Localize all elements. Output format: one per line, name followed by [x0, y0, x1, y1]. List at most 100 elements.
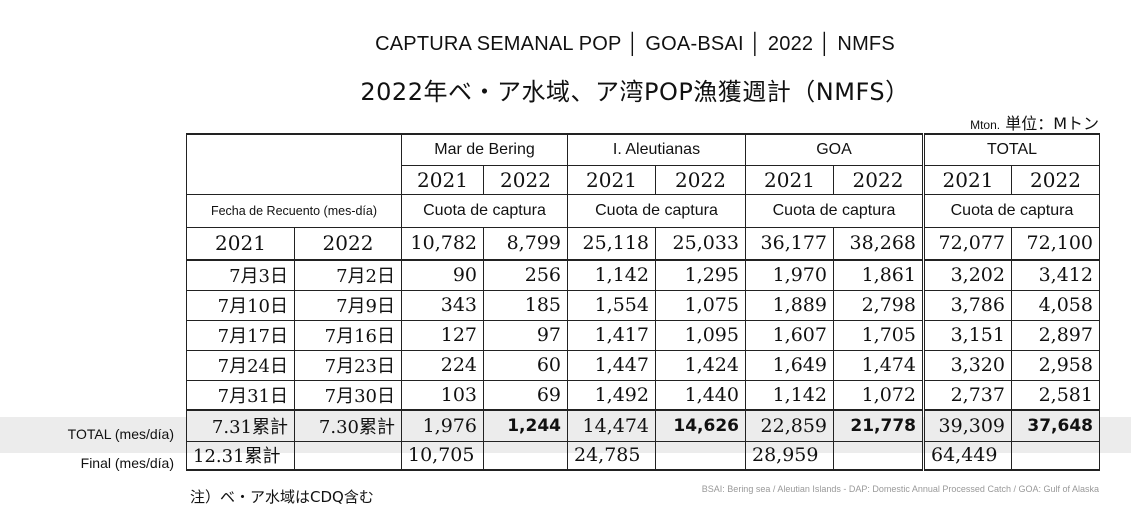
total-value: 1,244	[483, 409, 568, 442]
year-header: 2021	[922, 164, 1012, 195]
date-2021: 7月31日	[186, 379, 295, 411]
final-value: 10,705	[401, 440, 484, 471]
cell-value: 1,440	[655, 379, 746, 411]
cell-value: 90	[401, 259, 484, 291]
cell-value: 1,417	[567, 319, 656, 351]
empty-cell	[655, 440, 746, 471]
date-2022: 7月9日	[294, 289, 402, 321]
total-value: 1,976	[401, 409, 484, 442]
cell-value: 1,492	[567, 379, 656, 411]
cell-value: 1,861	[833, 259, 924, 291]
cell-value: 1,474	[833, 349, 924, 381]
cell-value: 1,424	[655, 349, 746, 381]
unit-label: Mton. 単位：Mトン	[970, 110, 1099, 134]
quota-value: 38,268	[833, 226, 924, 261]
final-row-label: Final (mes/día)	[80, 455, 174, 471]
year-header: 2022	[833, 164, 924, 195]
empty-cell	[294, 440, 402, 471]
footer-glossary: BSAI: Bering sea / Aleutian Islands - DA…	[701, 484, 1099, 494]
cell-value: 2,897	[1011, 319, 1100, 351]
cdq-note: 注）ベ・ア水域はCDQ含む	[190, 488, 374, 506]
quota-label: Cuota de captura	[567, 193, 746, 228]
page-title: CAPTURA SEMANAL POP │ GOA-BSAI │ 2022 │ …	[375, 33, 895, 55]
region-bering: Mar de Bering	[401, 133, 568, 166]
empty-cell	[1011, 440, 1100, 471]
year-header: 2021	[745, 164, 834, 195]
cell-value: 1,705	[833, 319, 924, 351]
quota-year: 2021	[186, 226, 295, 261]
date-2021: 7月10日	[186, 289, 295, 321]
total-date-2022: 7.30累計	[294, 409, 402, 442]
final-value: 64,449	[922, 440, 1012, 471]
date-2022: 7月16日	[294, 319, 402, 351]
cell-value: 3,412	[1011, 259, 1100, 291]
year-header: 2021	[567, 164, 656, 195]
cell-value: 1,142	[745, 379, 834, 411]
cell-value: 3,320	[922, 349, 1012, 381]
date-2022: 7月30日	[294, 379, 402, 411]
cell-value: 3,786	[922, 289, 1012, 321]
cell-value: 2,581	[1011, 379, 1100, 411]
date-2021: 7月24日	[186, 349, 295, 381]
date-2021: 7月17日	[186, 319, 295, 351]
quota-value: 25,118	[567, 226, 656, 261]
cell-value: 103	[401, 379, 484, 411]
total-value: 37,648	[1011, 409, 1100, 442]
cell-value: 224	[401, 349, 484, 381]
year-header: 2022	[1011, 164, 1100, 195]
year-header: 2022	[483, 164, 568, 195]
quota-row: 2021 2022 10,782 8,799 25,118 25,033 36,…	[186, 226, 1100, 261]
unit-jp: 単位：Mトン	[1005, 114, 1099, 133]
total-value: 14,626	[655, 409, 746, 442]
empty-cell	[483, 440, 568, 471]
table-row: 7月24日 7月23日 224 60 1,447 1,424 1,649 1,4…	[186, 349, 1100, 381]
quota-value: 8,799	[483, 226, 568, 261]
quota-value: 25,033	[655, 226, 746, 261]
year-header: 2022	[655, 164, 746, 195]
cell-value: 1,095	[655, 319, 746, 351]
date-2022: 7月2日	[294, 259, 402, 291]
final-value: 24,785	[567, 440, 656, 471]
cell-value: 1,607	[745, 319, 834, 351]
fecha-label: Fecha de Recuento (mes-día)	[186, 193, 402, 228]
total-date-2021: 7.31累計	[186, 409, 295, 442]
cell-value: 1,075	[655, 289, 746, 321]
final-date: 12.31累計	[186, 440, 295, 471]
region-aleutian: I. Aleutianas	[567, 133, 746, 166]
cell-value: 3,151	[922, 319, 1012, 351]
cell-value: 1,072	[833, 379, 924, 411]
cell-value: 1,447	[567, 349, 656, 381]
total-value: 22,859	[745, 409, 834, 442]
cell-value: 1,970	[745, 259, 834, 291]
year-header: 2021	[401, 164, 484, 195]
table-row: 7月3日 7月2日 90 256 1,142 1,295 1,970 1,861…	[186, 259, 1100, 291]
quota-year: 2022	[294, 226, 402, 261]
date-2022: 7月23日	[294, 349, 402, 381]
cell-value: 1,142	[567, 259, 656, 291]
cell-value: 185	[483, 289, 568, 321]
empty-cell	[833, 440, 924, 471]
total-value: 14,474	[567, 409, 656, 442]
cell-value: 4,058	[1011, 289, 1100, 321]
quota-label: Cuota de captura	[922, 193, 1100, 228]
japanese-title: 2022年ベ・ア水域、ア湾POP漁獲週計（NMFS）	[360, 78, 910, 106]
cell-value: 69	[483, 379, 568, 411]
date-2021: 7月3日	[186, 259, 295, 291]
quota-value: 36,177	[745, 226, 834, 261]
total-value: 21,778	[833, 409, 924, 442]
quota-value: 72,100	[1011, 226, 1100, 261]
corner-cell	[186, 133, 402, 195]
cell-value: 127	[401, 319, 484, 351]
total-row-label: TOTAL (mes/día)	[67, 426, 174, 442]
cell-value: 1,889	[745, 289, 834, 321]
catch-table: Mar de Bering I. Aleutianas GOA TOTAL 20…	[186, 133, 1100, 471]
region-total: TOTAL	[922, 133, 1100, 166]
quota-label: Cuota de captura	[401, 193, 568, 228]
quota-value: 72,077	[922, 226, 1012, 261]
cell-value: 2,958	[1011, 349, 1100, 381]
table-row: 7月17日 7月16日 127 97 1,417 1,095 1,607 1,7…	[186, 319, 1100, 351]
cell-value: 1,649	[745, 349, 834, 381]
total-value: 39,309	[922, 409, 1012, 442]
cell-value: 3,202	[922, 259, 1012, 291]
cell-value: 2,798	[833, 289, 924, 321]
